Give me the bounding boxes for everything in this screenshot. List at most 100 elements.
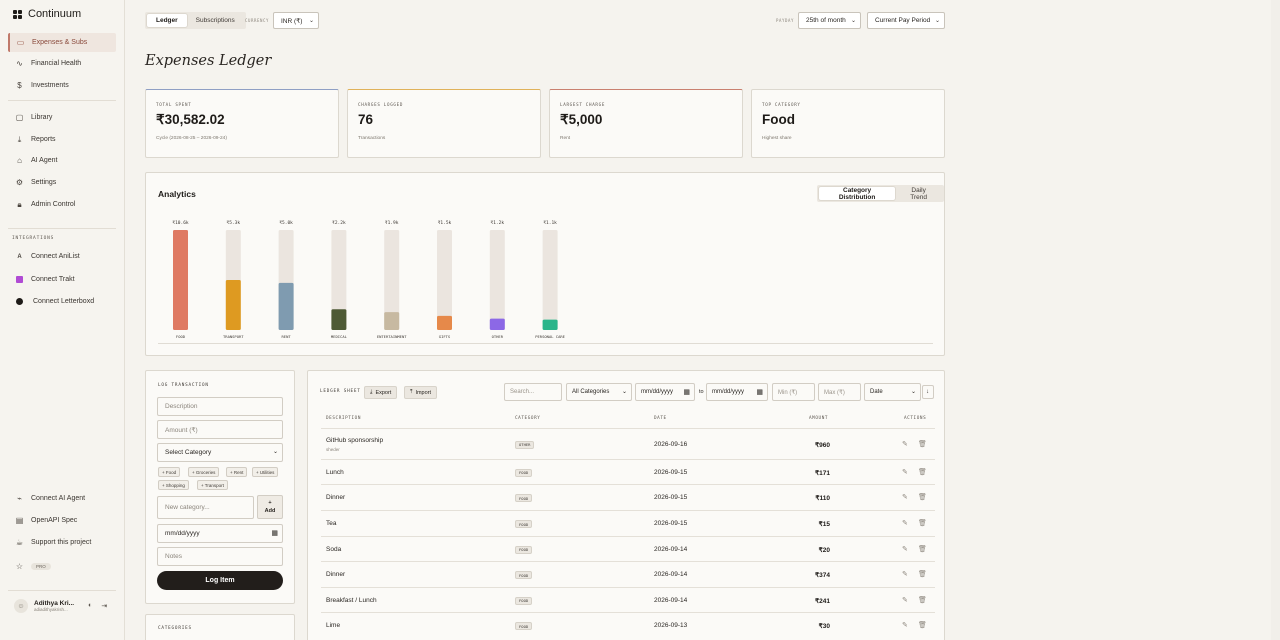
table-row[interactable]: Tea FOOD 2026-09-15 ₹15 ✎ 🗑︎ <box>321 510 935 536</box>
sidebar-item-connect-trakt[interactable]: Connect Trakt <box>8 270 116 289</box>
table-row[interactable]: Lime FOOD 2026-09-13 ₹30 ✎ 🗑︎ <box>321 612 935 638</box>
sidebar-item-expenses[interactable]: ▭ Expenses & Subs <box>8 33 116 52</box>
table-row[interactable]: Breakfast / Lunch FOOD 2026-09-14 ₹241 ✎ 🗑︎ <box>321 587 935 612</box>
tab-daily-trend[interactable]: Daily Trend <box>895 187 942 201</box>
trash-icon[interactable]: 🗑︎ <box>918 440 927 448</box>
bar-medical[interactable] <box>331 309 347 330</box>
import-button[interactable]: ⤒ Import <box>404 386 438 399</box>
search-input[interactable]: Search... <box>504 383 562 401</box>
column-header-category[interactable]: CATEGORY <box>515 416 541 421</box>
sidebar-item-pro[interactable]: ☆ PRO <box>8 557 116 576</box>
grid-logo-icon <box>13 9 22 19</box>
table-row[interactable]: Dinner FOOD 2026-09-15 ₹110 ✎ 🗑︎ <box>321 484 935 510</box>
notes-input[interactable]: Notes <box>157 547 283 566</box>
edit-icon[interactable]: ✎ <box>902 494 908 501</box>
column-header-description[interactable]: DESCRIPTION <box>326 416 362 421</box>
trash-icon[interactable]: 🗑︎ <box>918 494 927 501</box>
add-category-button[interactable]: + Add <box>257 495 283 519</box>
bar-food[interactable] <box>173 230 188 330</box>
star-icon: ☆ <box>15 562 24 571</box>
sidebar-item-support[interactable]: ☕︎ Support this project <box>8 533 116 552</box>
row-date: 2026-09-15 <box>654 468 688 476</box>
quick-category-transport[interactable]: + Transport <box>197 480 228 490</box>
date-to-input[interactable]: mm/dd/yyyy ▦ <box>706 383 768 401</box>
brand[interactable]: Continuum <box>13 8 81 20</box>
table-row[interactable]: Lunch FOOD 2026-09-15 ₹171 ✎ 🗑︎ <box>321 459 935 484</box>
bar-other[interactable] <box>489 318 505 330</box>
edit-icon[interactable]: ✎ <box>902 596 908 604</box>
trash-icon[interactable]: 🗑︎ <box>918 520 927 527</box>
date-input[interactable]: mm/dd/yyyy ▦ <box>157 524 283 543</box>
currency-select[interactable]: INR (₹) ⌄ <box>273 12 319 29</box>
chevron-down-icon: ⌄ <box>621 389 627 395</box>
category-tick-label: OTHER <box>492 334 504 339</box>
bar-transport[interactable] <box>225 280 241 330</box>
date-from-input[interactable]: mm/dd/yyyy ▦ <box>635 383 695 401</box>
view-tabs: Ledger Subscriptions <box>145 12 246 29</box>
log-item-button[interactable]: Log Item <box>157 571 283 590</box>
sidebar-item-connect-ai-agent[interactable]: ⌁ Connect AI Agent <box>8 489 116 508</box>
edit-icon[interactable]: ✎ <box>902 571 908 578</box>
trash-icon[interactable]: 🗑︎ <box>918 622 927 629</box>
export-button[interactable]: ⤓ Export <box>364 386 398 399</box>
user-profile[interactable]: ☺ Adithya Kri... adiadithyakrish... ◐ ⇥ <box>14 595 114 617</box>
calendar-icon[interactable]: ▦ <box>756 389 763 396</box>
category-badge: OTHER <box>515 440 535 449</box>
sidebar-item-reports[interactable]: ⤓ Reports <box>8 130 116 149</box>
quick-category-groceries[interactable]: + Groceries <box>188 467 220 477</box>
quick-category-utilities[interactable]: + Utilities <box>252 467 279 477</box>
sort-direction-button[interactable]: ↓ <box>922 385 934 399</box>
bar-personal-care[interactable] <box>542 319 558 330</box>
quick-category-rent[interactable]: + Rent <box>226 467 248 477</box>
trash-icon[interactable]: 🗑︎ <box>918 571 927 578</box>
edit-icon[interactable]: ✎ <box>902 440 908 448</box>
table-row[interactable]: Soda FOOD 2026-09-14 ₹20 ✎ 🗑︎ <box>321 536 935 561</box>
sort-select[interactable]: Date ⌄ <box>864 383 921 401</box>
min-amount-input[interactable]: Min (₹) <box>772 383 815 401</box>
tab-ledger[interactable]: Ledger <box>147 14 187 27</box>
description-input[interactable]: Description <box>157 397 283 416</box>
sidebar-item-connect-letterboxd[interactable]: Connect Letterboxd <box>8 292 116 311</box>
trash-icon[interactable]: 🗑︎ <box>918 596 927 604</box>
table-row[interactable]: Dinner FOOD 2026-09-14 ₹374 ✎ 🗑︎ <box>321 561 935 587</box>
sidebar-item-ai-agent[interactable]: ⌂ AI Agent <box>8 151 116 170</box>
edit-icon[interactable]: ✎ <box>902 545 908 553</box>
calendar-icon[interactable]: ▦ <box>271 530 278 537</box>
logout-icon[interactable]: ⇥ <box>101 603 108 610</box>
edit-icon[interactable]: ✎ <box>902 622 908 629</box>
sidebar-item-financial-health[interactable]: ∿ Financial Health <box>8 54 116 73</box>
calendar-icon[interactable]: ▦ <box>683 389 690 396</box>
period-select[interactable]: Current Pay Period ⌄ <box>867 12 945 29</box>
tab-category-distribution[interactable]: Category Distribution <box>819 187 896 201</box>
table-row[interactable]: GitHub sponsorship sheder OTHER 2026-09-16 ₹… <box>321 428 935 459</box>
tab-subscriptions[interactable]: Subscriptions <box>187 14 244 27</box>
quick-category-food[interactable]: + Food <box>158 467 181 477</box>
page-scrollbar[interactable] <box>1271 0 1280 640</box>
sidebar-item-settings[interactable]: ⚙ Settings <box>8 173 116 192</box>
quick-category-shopping[interactable]: + Shopping <box>158 480 189 490</box>
sidebar-item-investments[interactable]: $ Investments <box>8 76 116 95</box>
download-icon: ⤓ <box>17 134 22 144</box>
trash-icon[interactable]: 🗑︎ <box>918 545 927 553</box>
sidebar-item-library[interactable]: ▢ Library <box>8 108 116 127</box>
bar-gifts[interactable] <box>437 315 452 330</box>
new-category-input[interactable]: New category... <box>157 496 254 519</box>
bar-entertainment[interactable] <box>384 312 400 330</box>
edit-icon[interactable]: ✎ <box>902 520 908 527</box>
export-label: Export <box>375 389 392 396</box>
sidebar-item-connect-anilist[interactable]: A Connect AniList <box>8 247 116 266</box>
payday-select[interactable]: 25th of month ⌄ <box>798 12 861 29</box>
category-select[interactable]: Select Category ⌄ <box>157 443 283 462</box>
sidebar-item-openapi-spec[interactable]: ▤ OpenAPI Spec <box>8 511 116 530</box>
column-header-amount[interactable]: AMOUNT <box>809 416 829 421</box>
theme-toggle-icon[interactable]: ◐ <box>88 602 93 609</box>
category-filter-select[interactable]: All Categories ⌄ <box>566 383 632 401</box>
edit-icon[interactable]: ✎ <box>902 468 908 476</box>
video-icon: ▢ <box>15 113 24 122</box>
column-header-date[interactable]: DATE <box>654 416 667 421</box>
max-amount-input[interactable]: Max (₹) <box>818 383 861 401</box>
amount-input[interactable]: Amount (₹) <box>157 420 283 439</box>
bar-rent[interactable] <box>278 282 294 330</box>
sidebar-item-admin-control[interactable]: 🔒︎ Admin Control <box>8 195 116 214</box>
trash-icon[interactable]: 🗑︎ <box>918 468 927 476</box>
